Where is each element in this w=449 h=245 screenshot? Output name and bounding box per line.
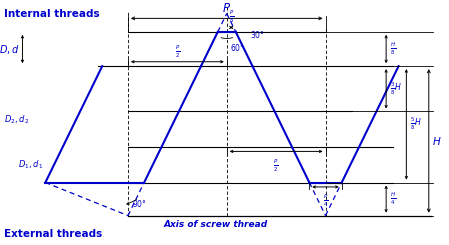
Text: $\frac{5}{8}H$: $\frac{5}{8}H$ (410, 116, 422, 133)
Text: $D_1, d_1$: $D_1, d_1$ (18, 158, 43, 171)
Text: $D_2, d_2$: $D_2, d_2$ (4, 114, 30, 126)
Text: $P$: $P$ (222, 2, 231, 15)
Text: $\frac{H}{4}$: $\frac{H}{4}$ (390, 191, 396, 207)
Text: Internal threads: Internal threads (4, 9, 100, 19)
Text: $D, d$: $D, d$ (0, 42, 20, 56)
Text: $H$: $H$ (432, 135, 442, 147)
Text: $\frac{3}{8}H$: $\frac{3}{8}H$ (390, 81, 401, 97)
Text: $\frac{H}{8}$: $\frac{H}{8}$ (390, 41, 396, 57)
Text: External threads: External threads (4, 229, 103, 239)
Text: $\frac{P}{2}$: $\frac{P}{2}$ (175, 44, 180, 60)
Text: $60°$: $60°$ (230, 42, 245, 53)
Text: $\frac{P}{2}$: $\frac{P}{2}$ (273, 158, 279, 174)
Text: $90°$: $90°$ (132, 198, 146, 209)
Text: $30°$: $30°$ (250, 29, 265, 40)
Text: Axis of screw thread: Axis of screw thread (164, 220, 268, 229)
Text: $\frac{P}{4}$: $\frac{P}{4}$ (323, 193, 328, 209)
Text: $\frac{P}{8}$: $\frac{P}{8}$ (229, 9, 234, 25)
